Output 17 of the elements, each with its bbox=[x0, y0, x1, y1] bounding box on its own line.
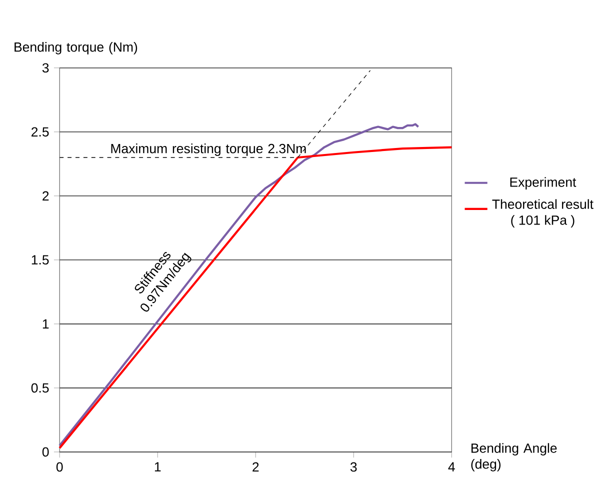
y-tick-label: 0 bbox=[42, 447, 49, 457]
legend-label: Theoretical result ( 101 kPa ) bbox=[492, 199, 594, 228]
y-tick-label: 1 bbox=[42, 319, 49, 329]
x-axis-title: Bending Angle (deg) bbox=[471, 443, 557, 472]
legend-label: Experiment bbox=[510, 177, 576, 190]
x-tick-label: 4 bbox=[448, 462, 455, 472]
x-tick-label: 3 bbox=[350, 462, 357, 472]
y-tick-label: 2.5 bbox=[32, 127, 49, 137]
x-tick-label: 0 bbox=[56, 462, 63, 472]
annotation: Maximum resisting torque 2.3Nm bbox=[111, 144, 306, 156]
x-tick-label: 1 bbox=[154, 462, 161, 472]
y-tick-label: 0.5 bbox=[31, 383, 49, 393]
y-tick-label: 3 bbox=[42, 63, 49, 73]
y-axis-title: Bending torque (Nm) bbox=[14, 42, 138, 54]
y-tick-label: 2 bbox=[42, 191, 49, 201]
y-tick-label: 1.5 bbox=[32, 255, 49, 265]
x-tick-label: 2 bbox=[252, 462, 259, 472]
